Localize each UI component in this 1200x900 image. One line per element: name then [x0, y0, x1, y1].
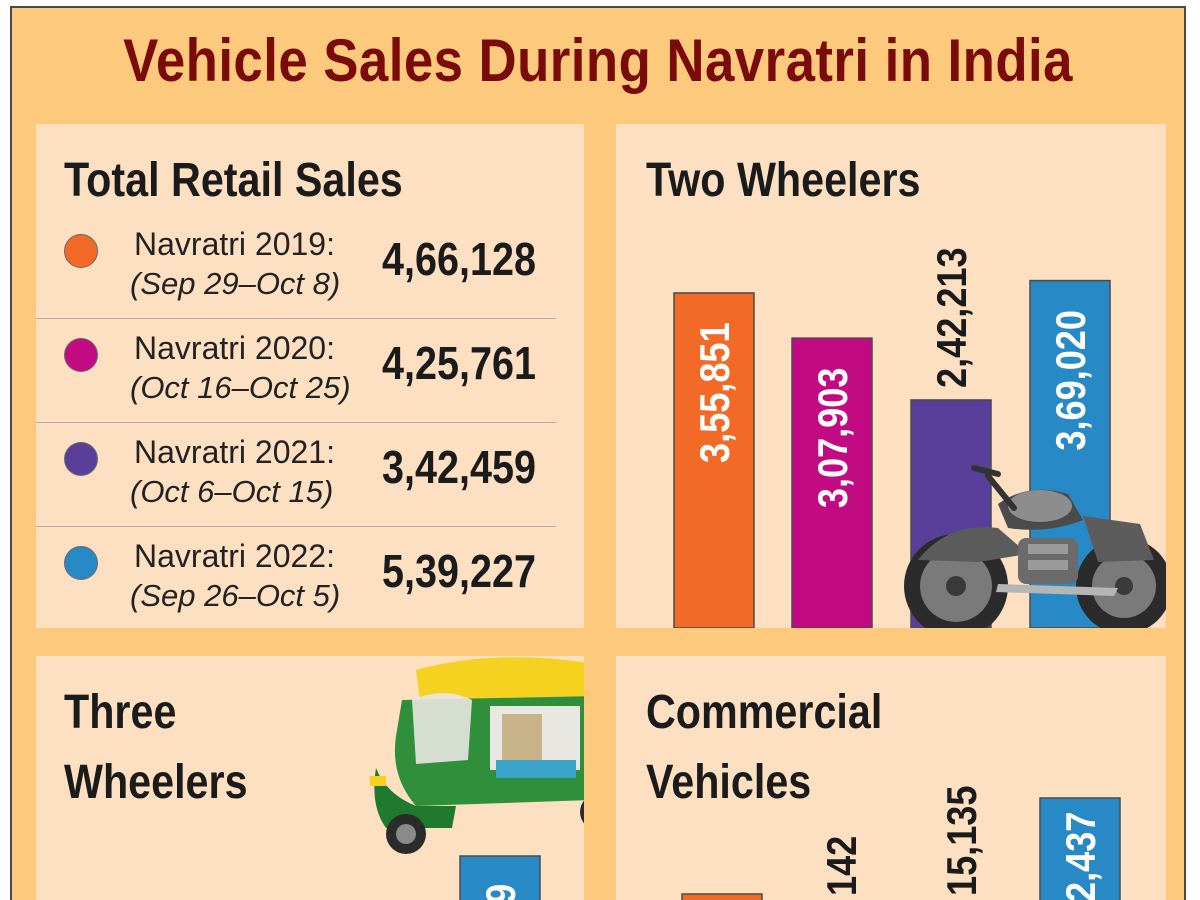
- three-wheelers-chart: 093: [370, 657, 584, 900]
- divider: [36, 318, 556, 319]
- row-dates: (Oct 6–Oct 15): [130, 474, 334, 509]
- bar-2019: [681, 893, 763, 900]
- divider: [36, 526, 556, 527]
- three-wheelers-title-line1: Three: [64, 686, 177, 739]
- row-value: 5,39,227: [382, 545, 536, 597]
- row-label: Navratri 2021:: [134, 434, 335, 470]
- page-title: Vehicle Sales During Navratri in India: [123, 27, 1073, 94]
- divider: [36, 422, 556, 423]
- bar-label-0: 3,55,851: [693, 322, 739, 463]
- bar-label-2020: 142: [820, 836, 866, 896]
- row-value: 4,25,761: [382, 337, 536, 389]
- bar-label-2022: 09: [479, 884, 525, 900]
- commercial-title-line2: Vehicles: [646, 756, 812, 809]
- two-wheelers-panel: Two Wheelers 3,55,851 3,07,903 2,42,213 3,6…: [616, 124, 1166, 628]
- bar-1: [791, 337, 873, 628]
- row-label: Navratri 2019:: [134, 226, 335, 262]
- bar-2022: [1039, 797, 1121, 900]
- bar-label-2021: 15,135: [940, 786, 986, 896]
- total-retail-panel: Total Retail Sales Navratri 2019: (Sep 2…: [36, 124, 584, 628]
- row-value: 4,66,128: [382, 233, 536, 285]
- bar-0: [673, 292, 755, 628]
- row-dates: (Oct 16–Oct 25): [130, 370, 351, 405]
- legend-dot-2020: [64, 338, 98, 372]
- legend-dot-2021: [64, 442, 98, 476]
- row-dates: (Sep 29–Oct 8): [130, 266, 341, 301]
- three-wheelers-panel: Three Wheelers 093: [36, 656, 584, 900]
- row-dates: (Sep 26–Oct 5): [130, 578, 341, 613]
- two-wheelers-chart: 3,55,851 3,07,903 2,42,213 3,69,020: [673, 247, 1166, 628]
- row-value: 3,42,459: [382, 441, 536, 493]
- bar-label-2: 2,42,213: [930, 247, 976, 388]
- auto-rickshaw-icon: [370, 657, 584, 854]
- legend-dot-2022: [64, 546, 98, 580]
- list-item: Navratri 2021: (Oct 6–Oct 15) 3,42,459: [36, 422, 576, 526]
- motorcycle-icon: [904, 465, 1166, 628]
- row-label: Navratri 2020:: [134, 330, 335, 366]
- list-item: Navratri 2022: (Sep 26–Oct 5) 5,39,227: [36, 526, 576, 628]
- bar-label-2022: 2,437: [1059, 812, 1105, 900]
- list-item: Navratri 2019: (Sep 29–Oct 8) 4,66,128: [36, 214, 576, 318]
- commercial-title-line1: Commercial: [646, 686, 883, 739]
- bar-label-3: 3,69,020: [1049, 310, 1095, 451]
- infographic: Vehicle Sales During Navratri in India T…: [10, 6, 1186, 900]
- three-wheelers-title-line2: Wheelers: [64, 756, 248, 809]
- commercial-chart: 142 15,135 2,437: [681, 786, 1121, 900]
- total-retail-title: Total Retail Sales: [64, 154, 403, 207]
- bar-label-1: 3,07,903: [811, 368, 857, 509]
- bar-2022: [459, 855, 541, 900]
- row-label: Navratri 2022:: [134, 538, 335, 574]
- list-item: Navratri 2020: (Oct 16–Oct 25) 4,25,761: [36, 318, 576, 422]
- two-wheelers-title: Two Wheelers: [646, 154, 921, 207]
- legend-dot-2019: [64, 234, 98, 268]
- commercial-vehicles-panel: Commercial Vehicles 142 15,135 2,437: [616, 656, 1166, 900]
